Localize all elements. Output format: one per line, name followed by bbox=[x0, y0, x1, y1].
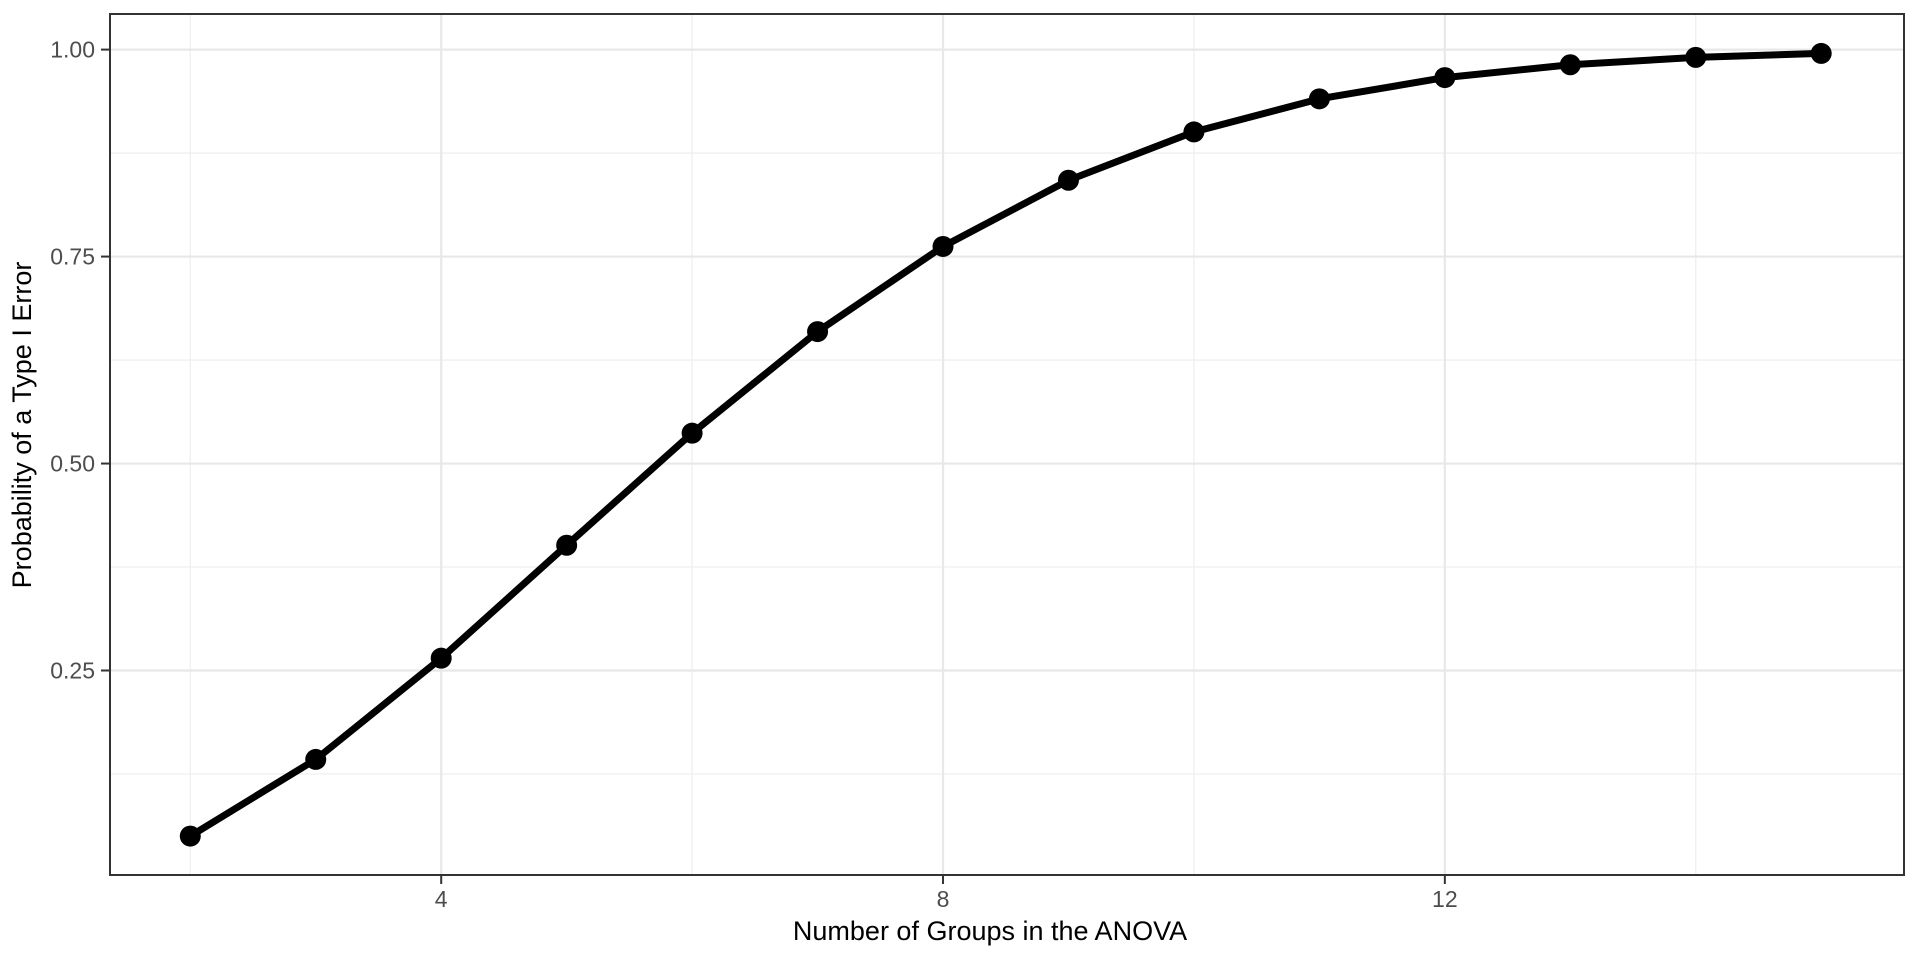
data-point bbox=[179, 825, 201, 847]
x-axis-title: Number of Groups in the ANOVA bbox=[793, 916, 1187, 946]
data-point bbox=[1559, 54, 1581, 76]
x-tick-label: 12 bbox=[1432, 886, 1458, 912]
x-tick-label: 8 bbox=[937, 886, 950, 912]
data-point bbox=[430, 647, 452, 669]
data-point bbox=[1057, 169, 1079, 191]
data-point bbox=[807, 321, 829, 343]
panel-border bbox=[109, 13, 1905, 876]
axis-tick-marks bbox=[101, 48, 1446, 884]
data-series bbox=[179, 42, 1832, 847]
data-point bbox=[932, 235, 954, 257]
data-point bbox=[556, 534, 578, 556]
y-tick-label: 0.75 bbox=[50, 244, 95, 270]
y-tick-label: 0.25 bbox=[50, 658, 95, 684]
data-point bbox=[681, 422, 703, 444]
data-point bbox=[1685, 46, 1707, 68]
data-point bbox=[1183, 121, 1205, 143]
x-tick-label: 4 bbox=[435, 886, 448, 912]
data-point bbox=[305, 748, 327, 770]
y-tick-label: 1.00 bbox=[50, 37, 95, 63]
y-tick-label: 0.50 bbox=[50, 451, 95, 477]
axis-tick-labels: 4 8 12 0.25 0.50 0.75 1.00 bbox=[50, 37, 1457, 912]
series-line bbox=[188, 49, 1822, 840]
major-gridlines bbox=[110, 14, 1904, 875]
data-point bbox=[1434, 67, 1456, 89]
y-axis-title: Probability of a Type I Error bbox=[7, 262, 37, 589]
data-point bbox=[1810, 42, 1832, 64]
data-point bbox=[1308, 88, 1330, 110]
minor-gridlines bbox=[110, 14, 1904, 875]
